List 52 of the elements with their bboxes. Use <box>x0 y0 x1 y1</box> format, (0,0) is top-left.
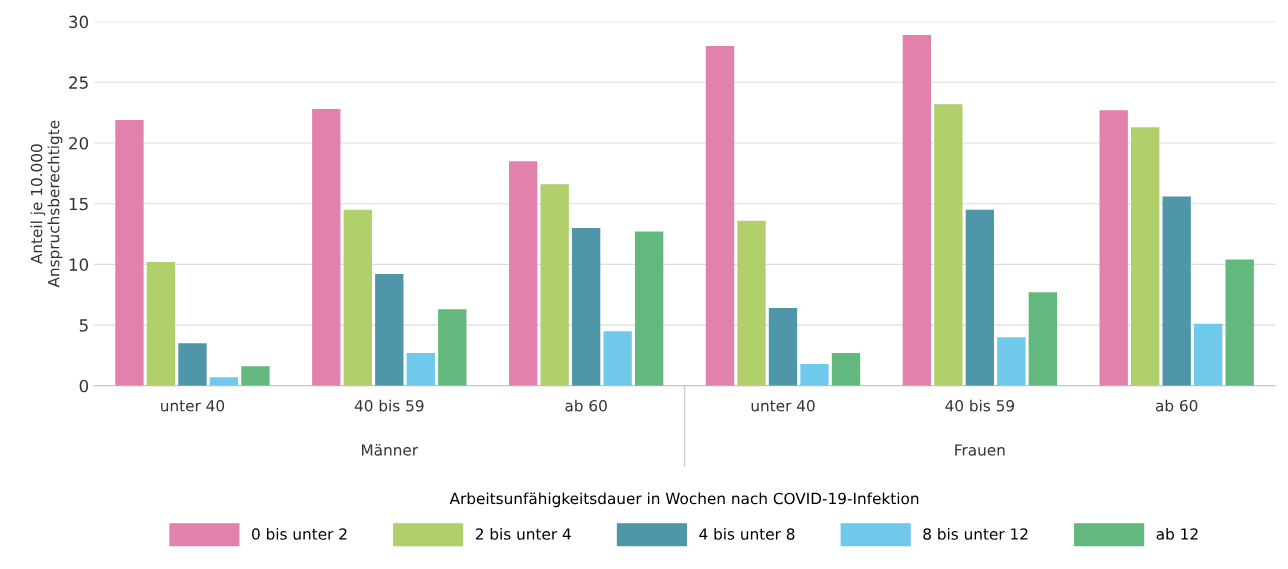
text: Frauen <box>955 444 1005 456</box>
x-tick-label: unter 40 <box>161 399 225 412</box>
bar <box>571 227 601 386</box>
y-tick-label: 0 <box>79 379 89 393</box>
legend-title: Arbeitsunfähigkeitsdauer in Wochen nach COVID-19-Infektion <box>449 492 919 508</box>
y-tick-label: 20 <box>69 136 89 150</box>
bar <box>1162 196 1191 386</box>
bar <box>508 161 538 386</box>
legend-label: ab 12 <box>1156 527 1198 540</box>
bar <box>146 261 176 386</box>
legend-label: 4 bis unter 8 <box>699 527 795 540</box>
legend-label: 8 bis unter 12 <box>923 527 1028 540</box>
bar <box>705 45 735 386</box>
bar <box>312 109 341 386</box>
bar <box>603 331 632 386</box>
bar <box>934 104 963 386</box>
bar <box>375 274 404 386</box>
legend-label: 0 bis unter 2 <box>252 527 347 540</box>
legend-label: 2 bis unter 4 <box>475 527 571 540</box>
y-tick-label: 30 <box>69 15 89 29</box>
bar <box>634 231 664 386</box>
bar <box>1194 323 1223 386</box>
bar <box>115 119 144 386</box>
bar <box>438 309 467 386</box>
y-tick-label: 25 <box>69 76 88 89</box>
y-tick-label: 10 <box>69 258 89 271</box>
bar <box>965 209 995 386</box>
bar <box>997 337 1026 386</box>
bar <box>540 184 569 386</box>
x-tick-label: unter 40 <box>751 399 815 412</box>
bar <box>209 377 239 386</box>
bar <box>1131 127 1160 386</box>
x-tick-label: 40 bis 59 <box>945 399 1015 412</box>
bar <box>902 34 932 386</box>
bar <box>800 363 829 386</box>
bar <box>406 353 435 386</box>
bar <box>1225 259 1254 386</box>
bar <box>737 220 766 386</box>
x-tick-label: ab 60 <box>1155 399 1198 412</box>
y-tick-label: 15 <box>69 197 88 211</box>
bar <box>1099 110 1128 386</box>
x-tick-label: 40 bis 59 <box>354 399 424 412</box>
bar <box>241 366 270 386</box>
bar <box>768 308 798 386</box>
text: Männer <box>362 443 419 456</box>
y-tick-label: 5 <box>79 319 88 332</box>
y-axis-title: Anteil je 10.000 Anspruchsberechtigte <box>30 120 63 288</box>
bar <box>343 209 372 386</box>
bar <box>1028 292 1058 386</box>
x-tick-label: ab 60 <box>565 399 607 412</box>
bar <box>831 353 861 386</box>
bar <box>178 343 207 386</box>
